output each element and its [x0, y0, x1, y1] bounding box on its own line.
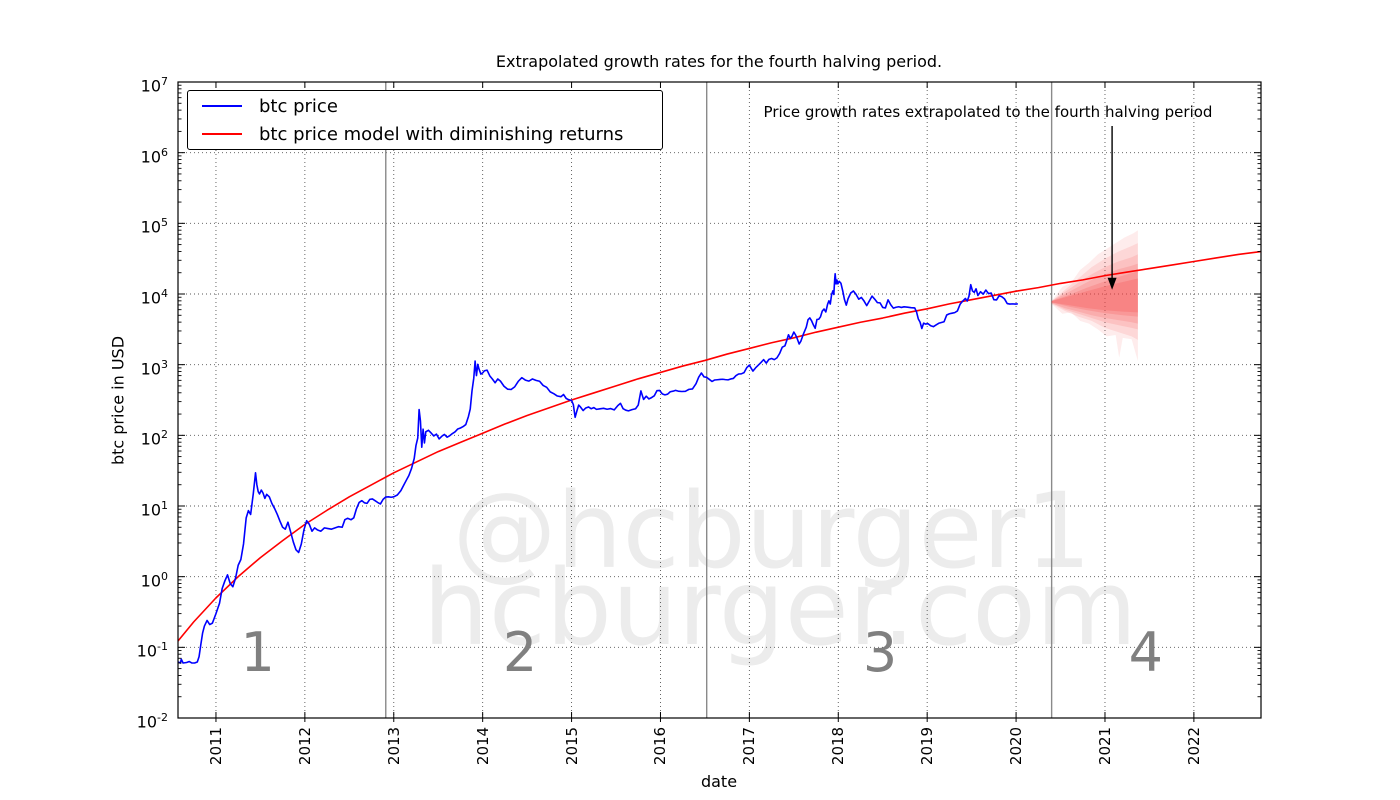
- y-tick-label: 106: [140, 145, 168, 166]
- legend: btc price btc price model with diminishi…: [187, 90, 663, 150]
- btc-price-line: [177, 272, 1018, 664]
- annotation-arrow-head: [1107, 277, 1117, 290]
- y-tick-label: 10-1: [136, 640, 168, 661]
- y-axis-title: btc price in USD: [108, 335, 128, 466]
- halving-period-number-3: 3: [862, 620, 898, 684]
- y-tick-label: 105: [140, 216, 168, 237]
- y-tick-label: 10-2: [136, 711, 168, 732]
- extrapolation-fan-band: [1051, 230, 1138, 362]
- chart-title: Extrapolated growth rates for the fourth…: [495, 52, 943, 71]
- legend-entry-btc-model: btc price model with diminishing returns: [188, 121, 662, 147]
- watermark-line-2: hcburger.com: [422, 547, 1138, 669]
- extrapolation-fan-band: [1051, 271, 1138, 317]
- legend-label: btc price model with diminishing returns: [259, 123, 624, 145]
- extrapolation-fan-band: [1051, 263, 1138, 324]
- legend-label: btc price: [259, 95, 338, 117]
- y-tick-label: 100: [140, 569, 168, 590]
- x-tick-label: 2017: [740, 726, 759, 766]
- legend-line-sample-blue: [202, 105, 242, 107]
- legend-line-sample-red: [202, 133, 242, 135]
- x-tick-label: 2016: [651, 726, 670, 766]
- x-tick-label: 2022: [1184, 726, 1203, 766]
- x-tick-label: 2019: [918, 726, 937, 766]
- plot-border: [177, 81, 1262, 719]
- y-tick-label: 101: [140, 499, 168, 520]
- y-tick-label: 102: [140, 428, 168, 449]
- watermark-line-1: @hcburger1: [452, 470, 1092, 592]
- extrapolation-fan-band: [1051, 243, 1138, 340]
- extrapolation-fan-band: [1051, 278, 1138, 313]
- x-tick-label: 2014: [473, 726, 492, 766]
- x-axis-title: date: [700, 772, 738, 791]
- x-tick-label: 2013: [384, 726, 403, 766]
- x-tick-label: 2011: [206, 726, 225, 766]
- x-tick-label: 2015: [562, 726, 581, 766]
- legend-entry-btc-price: btc price: [188, 93, 662, 119]
- model-price-line: [177, 250, 1262, 642]
- y-tick-label: 103: [140, 357, 168, 378]
- x-tick-label: 2020: [1007, 726, 1026, 766]
- halving-period-number-1: 1: [240, 620, 275, 684]
- x-tick-label: 2018: [829, 726, 848, 766]
- halving-period-number-4: 4: [1128, 620, 1164, 684]
- halving-period-number-2: 2: [502, 620, 538, 684]
- y-tick-label: 107: [140, 75, 168, 96]
- x-tick-label: 2021: [1095, 726, 1114, 766]
- annotation-text: Price growth rates extrapolated to the f…: [763, 103, 1213, 121]
- x-tick-label: 2012: [295, 726, 314, 766]
- y-tick-label: 104: [140, 287, 168, 308]
